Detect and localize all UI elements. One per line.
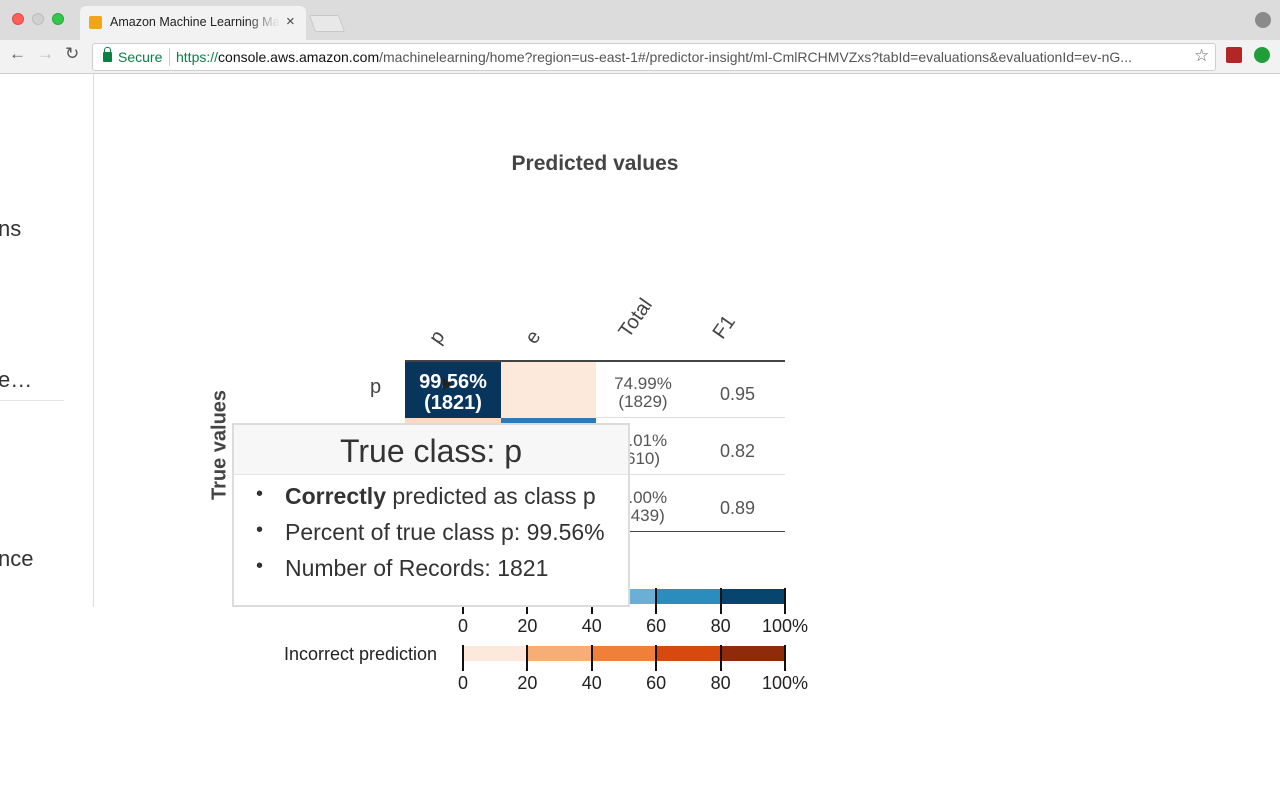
row-label-p: p (370, 376, 382, 398)
tab-close-icon[interactable]: × (286, 13, 295, 30)
legend-tick-label: 100% (761, 616, 809, 636)
url-scheme: https:// (176, 49, 219, 65)
column-header-total: Total (614, 294, 657, 342)
tooltip-item-correct: Correctly predicted as class p (256, 483, 605, 519)
matrix-cell-e-e[interactable] (501, 418, 596, 426)
total-percent: 74.99% (614, 374, 672, 393)
total-cell-p: 74.99% (1829) (596, 375, 690, 411)
lock-icon (103, 47, 112, 62)
legend-tick (784, 645, 786, 671)
legend-tick-label: 80 (710, 673, 731, 693)
address-bar-divider (169, 48, 170, 66)
legend-tick (655, 588, 658, 614)
forward-arrow-icon[interactable]: → (37, 44, 54, 63)
aws-favicon-icon (89, 16, 102, 29)
tooltip-item-records: Number of Records: 1821 (256, 555, 605, 591)
f1-score-p: 0.95 (719, 384, 756, 404)
green-extension-icon[interactable] (1254, 47, 1270, 63)
bookmark-star-icon[interactable]: ☆ (1194, 46, 1210, 65)
window-minimize-button[interactable] (32, 13, 44, 25)
tab-title: Amazon Machine Learning Management Conso… (110, 15, 280, 29)
matrix-cell-p-e[interactable] (501, 362, 596, 418)
back-arrow-icon[interactable]: ← (9, 44, 26, 63)
legend-tick (590, 645, 593, 671)
legend-tick (784, 588, 786, 614)
incorrect-legend-segment (591, 646, 657, 661)
sidebar: ns e… nce (0, 74, 94, 607)
matrix-cell-p-p[interactable]: 99.56% (1821) (405, 362, 501, 418)
legend-tick (655, 645, 658, 671)
legend-tick-label: 40 (581, 616, 602, 636)
reload-icon[interactable]: ↻ (65, 44, 80, 63)
cell-percent: 99.56% (419, 371, 487, 393)
tooltip-header: True class: p (234, 425, 628, 475)
true-values-label: True values (208, 389, 231, 501)
column-header-p: p (424, 326, 450, 349)
legend-tick-label: 80 (710, 616, 731, 636)
legend-tick (526, 645, 529, 671)
pdf-extension-icon[interactable] (1226, 47, 1242, 63)
secure-label: Secure (118, 49, 163, 65)
legend-tick-label: 0 (457, 673, 468, 693)
total-cell-overall: 0.00% 2439) (596, 489, 690, 525)
total-count: (1829) (618, 392, 668, 411)
sidebar-item-3[interactable]: nce (0, 546, 34, 571)
legend-tick (719, 588, 722, 614)
legend-tick-label: 60 (646, 673, 667, 693)
legend-tick-label: 20 (517, 616, 538, 636)
legend-tick (462, 645, 464, 671)
f1-score-e: 0.82 (719, 441, 756, 461)
sidebar-item-1[interactable]: ns (0, 216, 22, 241)
legend-tick-label: 100% (761, 673, 809, 693)
url-path: /machinelearning/home?region=us-east-1#/… (379, 49, 1132, 65)
total-count: 2439) (621, 506, 665, 525)
legend-tick-label: 0 (457, 616, 468, 636)
legend-tick-label: 40 (581, 673, 602, 693)
tooltip-title: True class: p (340, 433, 522, 469)
tooltip-item-rest: predicted as class p (385, 483, 596, 509)
cell-tooltip: True class: p Correctly predicted as cla… (232, 423, 630, 607)
profile-icon[interactable] (1255, 12, 1271, 28)
total-percent: 0.00% (618, 488, 668, 507)
matrix-header-rule (405, 360, 785, 362)
incorrect-legend-segment (527, 646, 592, 661)
window-maximize-button[interactable] (52, 13, 64, 25)
total-cell-e: 5.01% 610) (596, 432, 690, 468)
incorrect-prediction-legend-bar (463, 646, 786, 661)
matrix-bottom-rule (596, 531, 785, 532)
new-tab-button[interactable] (308, 15, 346, 32)
browser-toolbar: ← → ↻ Secure https://console.aws.amazon.… (0, 40, 1280, 74)
incorrect-prediction-label: Incorrect prediction (284, 644, 438, 664)
legend-tick-label: 20 (517, 673, 538, 693)
correct-legend-segment (720, 589, 786, 604)
window-close-button[interactable] (12, 13, 24, 25)
cell-count: (1821) (424, 392, 482, 414)
browser-tab-bar: Amazon Machine Learning Management Conso… (0, 0, 1280, 40)
total-count: 610) (625, 449, 661, 468)
address-bar[interactable]: Secure https://console.aws.amazon.com/ma… (92, 43, 1216, 71)
row-divider (596, 417, 785, 418)
legend-tick (719, 645, 722, 671)
column-header-e: e (520, 326, 546, 349)
legend-tick-label: 60 (646, 616, 667, 636)
tooltip-list: Correctly predicted as class p Percent o… (256, 483, 605, 591)
sidebar-item-2[interactable]: e… (0, 367, 33, 392)
column-header-f1: F1 (708, 311, 740, 344)
f1-score-average: 0.89 (719, 498, 756, 518)
incorrect-legend-segment (720, 646, 786, 661)
browser-tab-active[interactable]: Amazon Machine Learning Management Conso… (80, 6, 306, 40)
tooltip-item-bold: Correctly (285, 483, 386, 509)
url-text[interactable]: https://console.aws.amazon.com/machinele… (176, 49, 1186, 65)
correct-legend-segment (656, 589, 721, 604)
matrix-cell-e-p[interactable] (405, 418, 501, 426)
url-host: console.aws.amazon.com (218, 49, 380, 65)
total-percent: 5.01% (618, 431, 668, 450)
row-divider (596, 474, 785, 475)
predicted-values-title: Predicted values (511, 152, 679, 175)
tooltip-item-percent: Percent of true class p: 99.56% (256, 519, 605, 555)
incorrect-legend-segment (656, 646, 721, 661)
incorrect-legend-segment (463, 646, 528, 661)
sidebar-divider (0, 400, 64, 401)
